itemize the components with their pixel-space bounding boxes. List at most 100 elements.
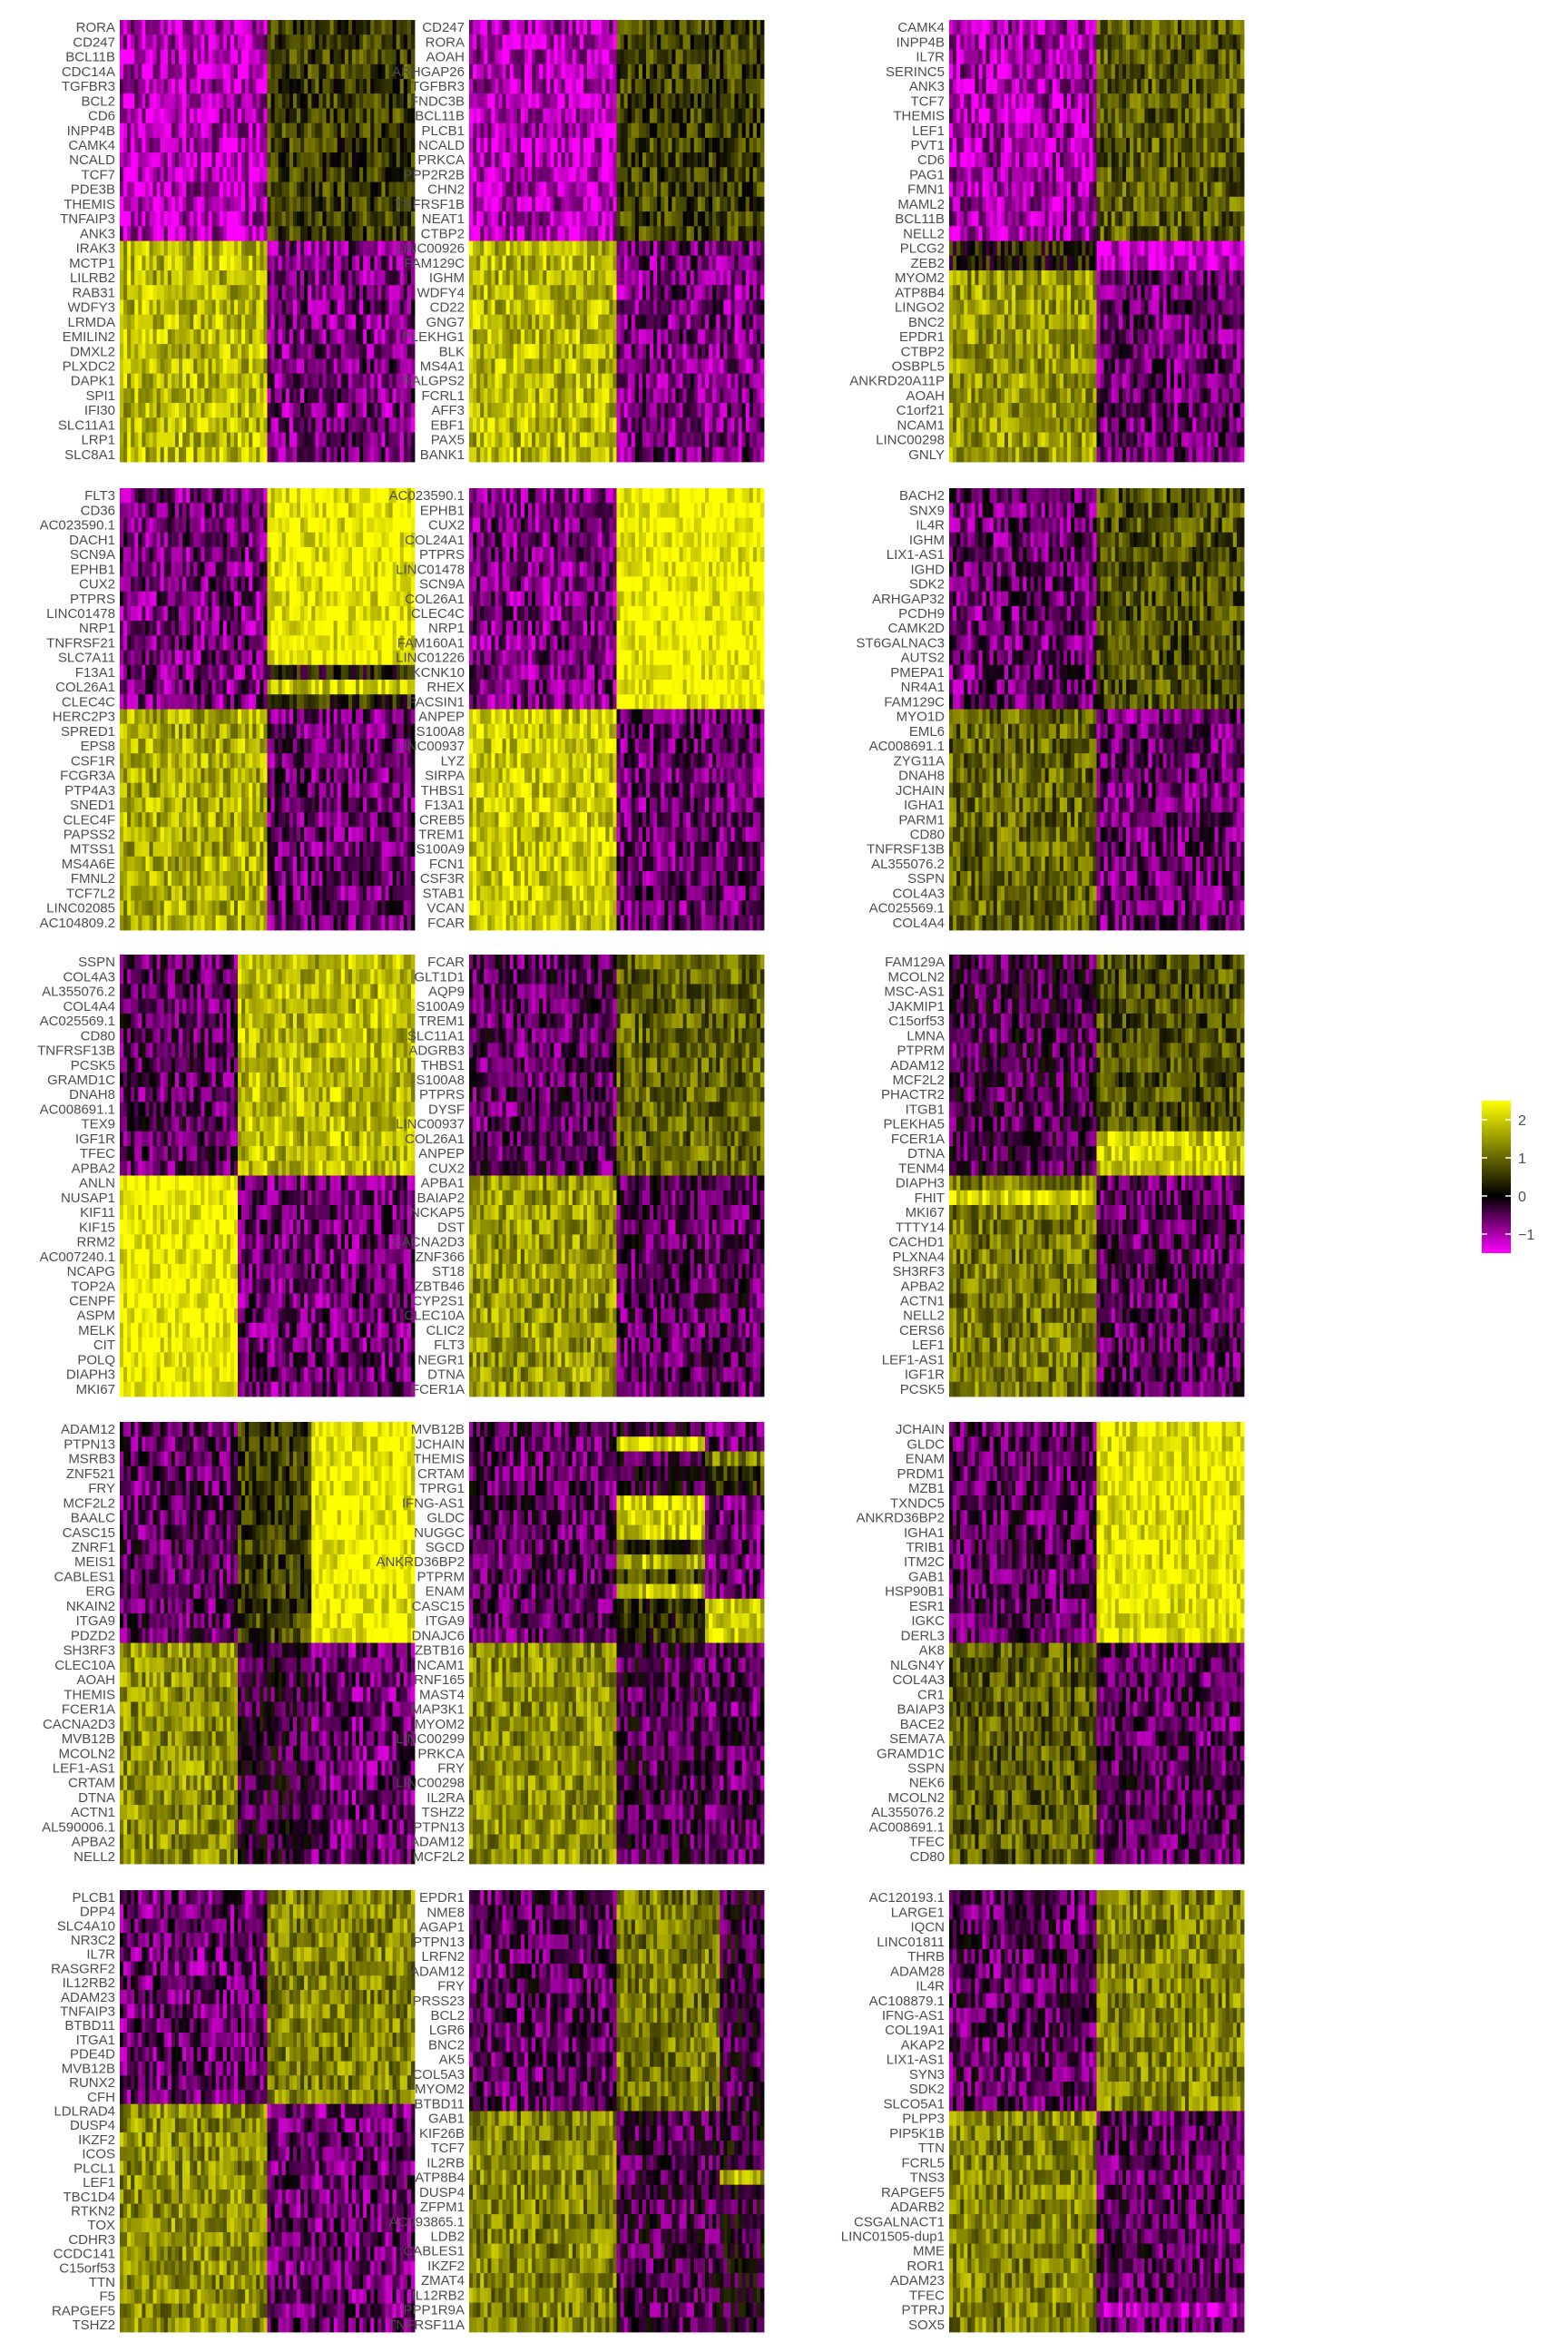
heatmap-cell [334, 315, 338, 330]
heatmap-cell [216, 299, 220, 315]
heatmap-cell [123, 315, 127, 330]
heatmap-cell [377, 93, 381, 109]
heatmap-cell [363, 49, 367, 64]
heatmap-cell [161, 403, 164, 418]
heatmap-cell [348, 417, 352, 433]
heatmap-cell [612, 167, 616, 182]
heatmap-cell [127, 20, 131, 35]
heatmap-cell [397, 403, 400, 418]
heatmap-cell [241, 285, 245, 300]
heatmap-cell [487, 93, 491, 109]
heatmap-cell [632, 64, 635, 80]
heatmap-cell [182, 79, 186, 94]
heatmap-cell [760, 34, 764, 50]
heatmap-cell [605, 167, 609, 182]
heatmap-cell [381, 197, 385, 212]
heatmap-cell [554, 79, 557, 94]
heatmap-cell [134, 270, 138, 286]
heatmap-cell [735, 49, 739, 64]
heatmap-cell [311, 211, 315, 227]
heatmap-cell [193, 138, 197, 153]
heatmap-cell [315, 34, 318, 50]
heatmap-cell [334, 34, 338, 50]
heatmap-cell [227, 270, 230, 286]
heatmap-cell [209, 138, 212, 153]
heatmap-cell [123, 374, 127, 389]
heatmap-cell [238, 270, 241, 286]
heatmap-cell [730, 152, 734, 168]
heatmap-cell [400, 20, 404, 35]
heatmap-cell [393, 108, 397, 123]
heatmap-cell [691, 152, 694, 168]
heatmap-cell [609, 123, 612, 139]
heatmap-cell [539, 93, 543, 109]
heatmap-cell [318, 226, 322, 241]
heatmap-cell [698, 20, 701, 35]
heatmap-cell [327, 270, 330, 286]
heatmap-cell [330, 433, 334, 448]
heatmap-cell [705, 152, 709, 168]
heatmap-cell [182, 344, 186, 359]
heatmap-cell [746, 108, 750, 123]
heatmap-cell [138, 417, 142, 433]
heatmap-cell [245, 417, 249, 433]
heatmap-cell [322, 374, 326, 389]
heatmap-cell [352, 344, 356, 359]
heatmap-cell [138, 49, 142, 64]
heatmap-cell [352, 211, 356, 227]
heatmap-cell [256, 374, 260, 389]
heatmap-cell [201, 167, 204, 182]
heatmap-cell [282, 138, 286, 153]
heatmap-cell [386, 270, 389, 286]
heatmap-cell [134, 167, 138, 182]
heatmap-cell [150, 315, 153, 330]
heatmap-cell [150, 34, 153, 50]
heatmap-cell [263, 64, 267, 80]
heatmap-cell [558, 123, 562, 139]
heatmap-cell [624, 197, 628, 212]
heatmap-cell [263, 108, 267, 123]
heatmap-cell [252, 226, 256, 241]
heatmap-cell [223, 329, 227, 345]
heatmap-cell [123, 79, 127, 94]
heatmap-cell [359, 108, 363, 123]
heatmap-cell [348, 197, 352, 212]
heatmap-cell [407, 403, 411, 418]
heatmap-cell [348, 182, 352, 198]
heatmap-cell [209, 299, 212, 315]
heatmap-cell [311, 167, 315, 182]
heatmap-cell [359, 315, 363, 330]
heatmap-row [120, 226, 415, 241]
heatmap-cell [621, 20, 624, 35]
heatmap-cell [683, 182, 687, 198]
heatmap-cell [389, 403, 393, 418]
heatmap-cell [327, 93, 330, 109]
heatmap-cell [757, 79, 760, 94]
heatmap-cell [318, 285, 322, 300]
heatmap-cell [245, 93, 249, 109]
heatmap-cell [668, 182, 671, 198]
heatmap-cell [562, 49, 565, 64]
heatmap-cell [182, 123, 186, 139]
heatmap-cell [204, 167, 208, 182]
heatmap-cell [220, 270, 223, 286]
heatmap-cell [397, 344, 400, 359]
heatmap-cell [142, 256, 145, 271]
heatmap-cell [327, 315, 330, 330]
heatmap-cell [367, 49, 370, 64]
heatmap-cell [252, 374, 256, 389]
heatmap-cell [289, 123, 293, 139]
heatmap-cell [153, 344, 157, 359]
heatmap-cell [223, 315, 227, 330]
gene-label: SLC11A1 [58, 417, 115, 433]
heatmap-cell [476, 152, 480, 168]
heatmap-cell [367, 270, 370, 286]
heatmap-cell [256, 299, 260, 315]
heatmap-cell [680, 182, 683, 198]
heatmap-cell [701, 49, 705, 64]
heatmap-cell [554, 123, 557, 139]
heatmap-cell [164, 447, 168, 463]
heatmap-cell [348, 138, 352, 153]
heatmap-cell [145, 256, 149, 271]
heatmap-cell [503, 167, 506, 182]
